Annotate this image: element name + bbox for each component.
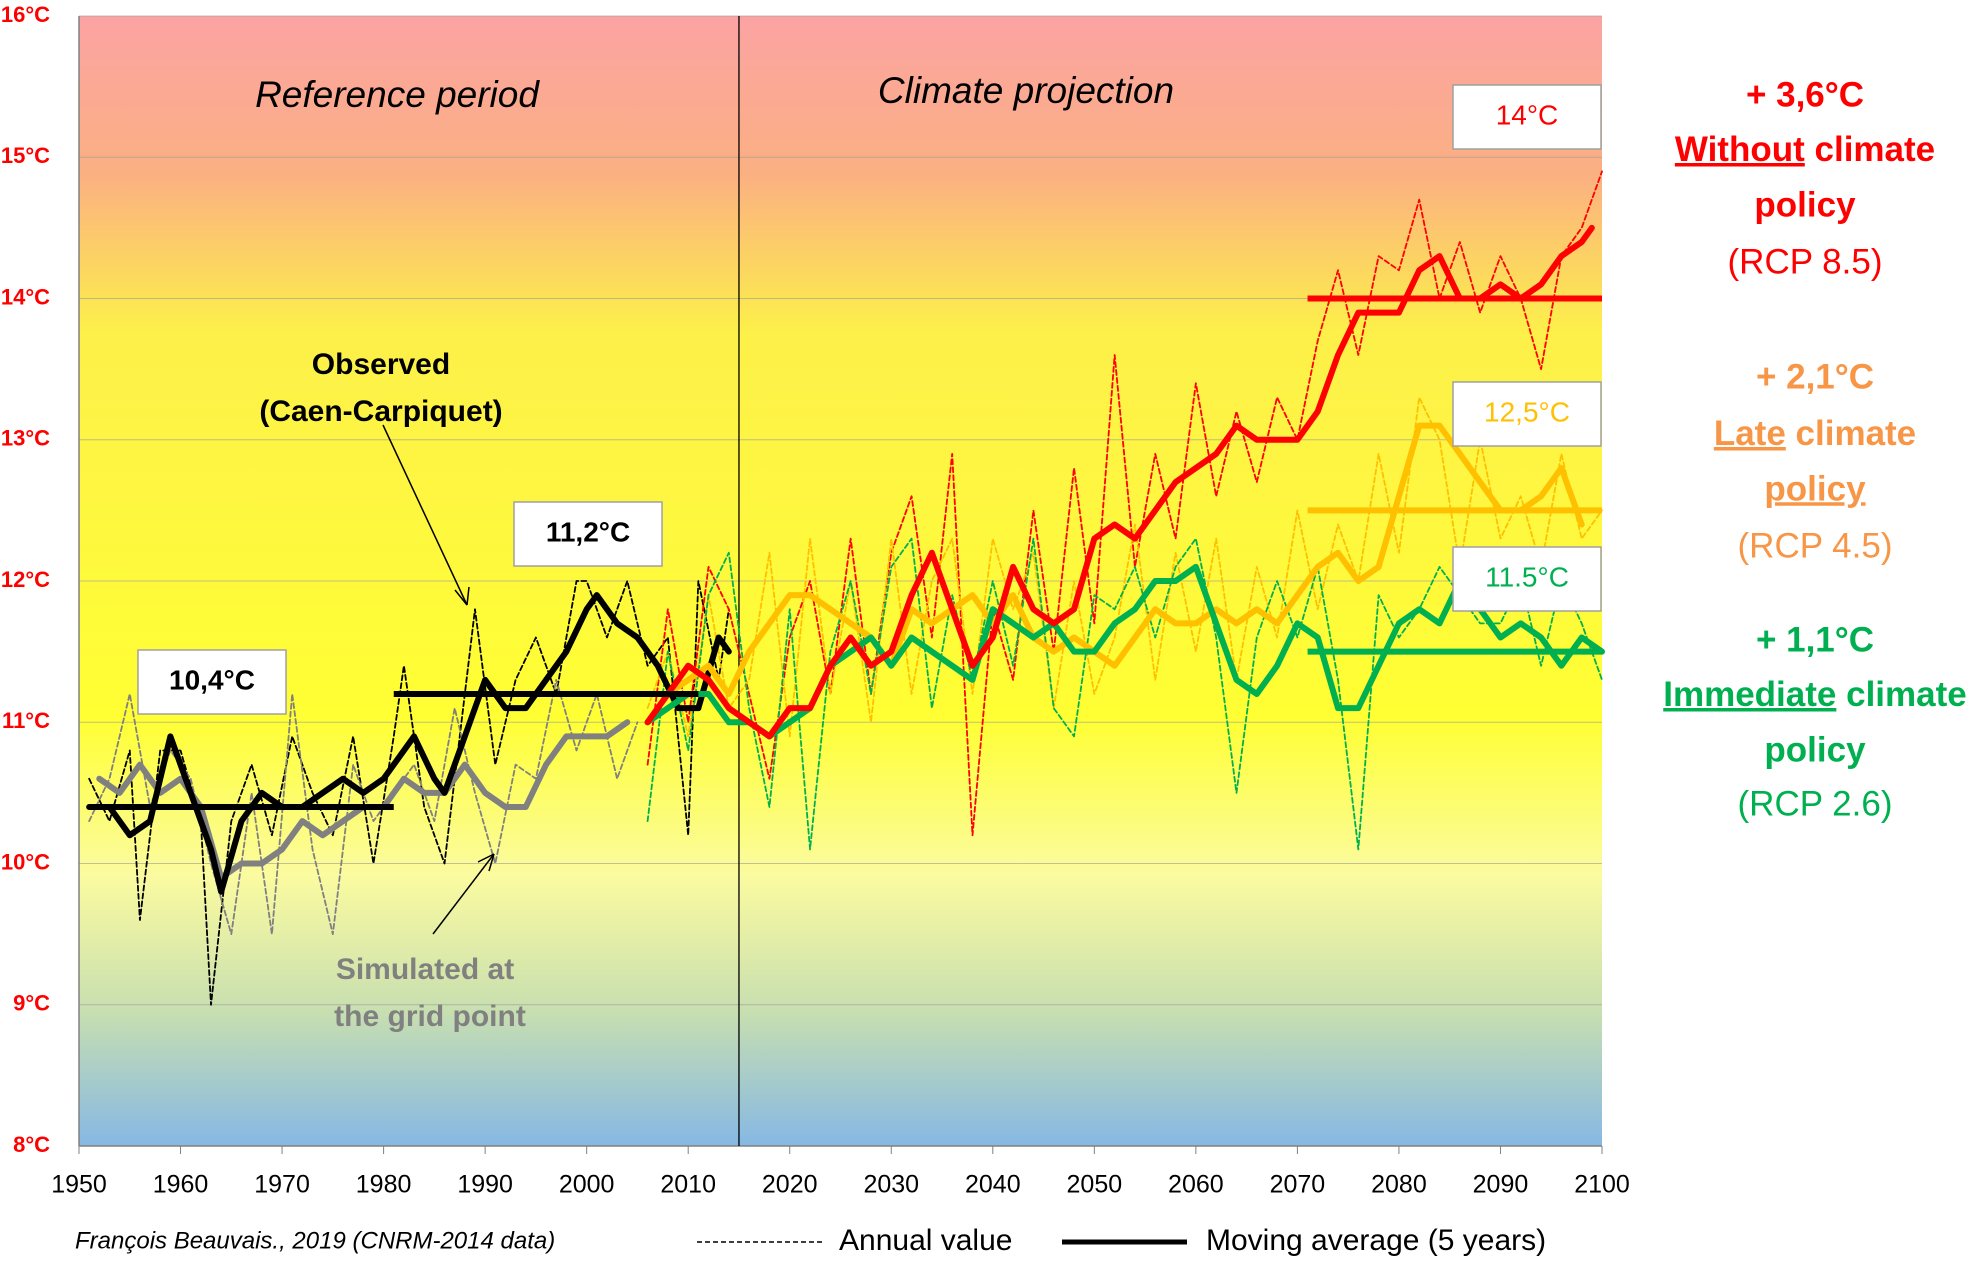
annual-line xyxy=(88,580,730,1006)
scenario-policy-end: policy xyxy=(1764,469,1866,508)
period-label: Climate projection xyxy=(878,70,1174,111)
scenario-policy: Immediate climate xyxy=(1663,675,1966,714)
annotation-arrow xyxy=(382,424,468,606)
source: François Beauvais., 2019 (CNRM-2014 data… xyxy=(75,1227,555,1254)
y-tick-label: 16°C xyxy=(1,2,50,27)
annotation: Observed xyxy=(312,348,450,381)
policy-word: Without xyxy=(1675,130,1805,169)
legend-label: Annual value xyxy=(839,1224,1012,1257)
scenario-policy-end: policy xyxy=(1754,185,1856,224)
reference-label-box xyxy=(1452,381,1602,447)
y-tick-label: 11°C xyxy=(2,708,50,733)
scenario-rcp: (RCP 4.5) xyxy=(1738,526,1893,565)
moving-average-line xyxy=(644,422,1585,726)
policy-rest: climate xyxy=(1815,130,1936,169)
reference-label-box xyxy=(1452,546,1602,612)
moving-average-line xyxy=(644,224,1595,740)
y-tick-label: 9°C xyxy=(13,991,50,1016)
reference-label: 10,4°C xyxy=(169,664,255,695)
scenario-policy-end: policy xyxy=(1764,730,1866,769)
scenario-policy: Without climate xyxy=(1675,130,1935,169)
policy-rest: climate xyxy=(1796,414,1917,453)
scenario-change: + 2,1°C xyxy=(1756,357,1874,396)
reference-label-box xyxy=(513,501,663,567)
x-tick-label: 1970 xyxy=(254,1171,310,1199)
reference-label-box xyxy=(137,649,287,715)
annual-line xyxy=(646,537,1603,851)
reference-label-box xyxy=(1452,84,1602,150)
x-tick-label: 2010 xyxy=(660,1171,716,1199)
annotation-arrow xyxy=(432,853,495,935)
reference-label: 12,5°C xyxy=(1484,396,1570,427)
y-tick-label: 10°C xyxy=(1,849,50,874)
y-tick-label: 12°C xyxy=(1,567,50,592)
moving-average-line xyxy=(86,592,732,895)
x-tick-label: 1980 xyxy=(356,1171,412,1199)
x-tick-label: 2050 xyxy=(1067,1171,1123,1199)
reference-label: 14°C xyxy=(1496,99,1559,130)
x-tick-label: 2020 xyxy=(762,1171,818,1199)
x-tick-label: 2040 xyxy=(965,1171,1021,1199)
policy-word: Immediate xyxy=(1663,675,1836,714)
scenario-policy: Late climate xyxy=(1714,414,1916,453)
policy-word: Late xyxy=(1714,414,1786,453)
scenario-rcp: (RCP 2.6) xyxy=(1738,784,1893,823)
reference-label: 11,2°C xyxy=(546,516,630,547)
y-tick-label: 14°C xyxy=(1,284,50,309)
scenario-rcp: (RCP 8.5) xyxy=(1728,242,1883,281)
period-label: Reference period xyxy=(255,74,540,115)
x-tick-label: 2000 xyxy=(559,1171,615,1199)
annotation: Simulated at xyxy=(336,953,514,986)
policy-rest: climate xyxy=(1846,675,1967,714)
x-tick-label: 1990 xyxy=(457,1171,513,1199)
y-tick-label: 15°C xyxy=(1,143,50,168)
annual-line xyxy=(646,396,1603,738)
scenario-change: + 3,6°C xyxy=(1746,75,1864,114)
x-tick-label: 1960 xyxy=(153,1171,209,1199)
y-tick-label: 8°C xyxy=(13,1132,50,1157)
scenario-change: + 1,1°C xyxy=(1756,620,1874,659)
reference-label: 11.5°C xyxy=(1485,561,1569,592)
arrow-head xyxy=(477,853,495,872)
legend-label: Moving average (5 years) xyxy=(1206,1224,1546,1257)
arrow-head xyxy=(454,586,470,606)
x-tick-label: 2090 xyxy=(1473,1171,1529,1199)
annotation: (Caen-Carpiquet) xyxy=(259,395,502,428)
x-tick-label: 1950 xyxy=(51,1171,107,1199)
annotation: the grid point xyxy=(334,1000,526,1033)
y-tick-label: 13°C xyxy=(1,426,50,451)
annual-line xyxy=(646,170,1603,837)
x-tick-label: 2100 xyxy=(1574,1171,1630,1199)
x-tick-label: 2080 xyxy=(1371,1171,1427,1199)
x-tick-label: 2070 xyxy=(1270,1171,1326,1199)
x-tick-label: 2030 xyxy=(863,1171,919,1199)
x-tick-label: 2060 xyxy=(1168,1171,1224,1199)
